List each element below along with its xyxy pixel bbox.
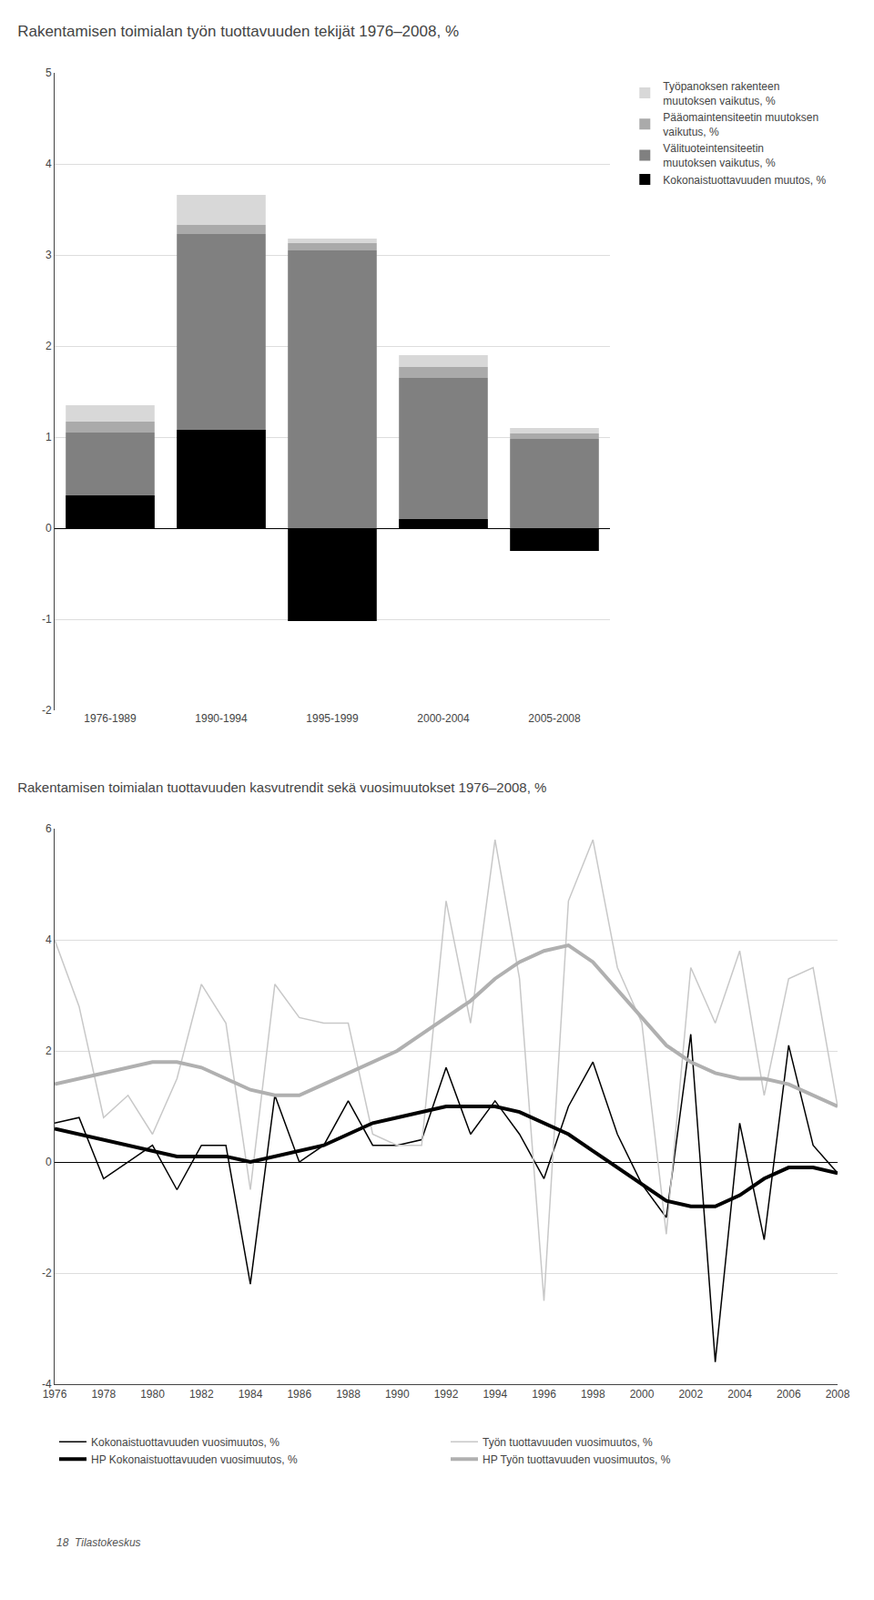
svg-text:Välituoteintensiteetinmuutokse: Välituoteintensiteetinmuutoksen vaikutus…	[662, 142, 776, 170]
svg-text:2: 2	[45, 339, 52, 353]
svg-text:1984: 1984	[238, 1387, 264, 1401]
svg-text:1992: 1992	[434, 1387, 459, 1401]
svg-text:HP Työn tuottavuuden vuosimuut: HP Työn tuottavuuden vuosimuutos, %	[482, 1453, 671, 1466]
svg-text:1980: 1980	[140, 1387, 165, 1401]
svg-text:2004: 2004	[727, 1387, 753, 1401]
svg-text:1982: 1982	[189, 1387, 214, 1401]
svg-text:1990: 1990	[385, 1387, 410, 1401]
svg-text:2006: 2006	[776, 1387, 802, 1401]
svg-text:2008: 2008	[825, 1387, 851, 1401]
svg-text:-2: -2	[41, 1266, 52, 1280]
svg-text:1998: 1998	[580, 1387, 606, 1401]
svg-text:Kokonaistuottavuuden muutos, %: Kokonaistuottavuuden muutos, %	[662, 173, 826, 187]
svg-text:6: 6	[45, 822, 52, 835]
svg-text:1990-1994: 1990-1994	[194, 711, 248, 725]
svg-text:18 Tilastokeskus: 18 Tilastokeskus	[56, 1535, 142, 1549]
svg-text:Työn tuottavuuden vuosimuutos,: Työn tuottavuuden vuosimuutos, %	[482, 1435, 653, 1449]
svg-text:2002: 2002	[678, 1387, 703, 1401]
svg-text:0: 0	[45, 1155, 52, 1169]
svg-text:5: 5	[45, 66, 52, 80]
svg-text:Kokonaistuottavuuden vuosimuut: Kokonaistuottavuuden vuosimuutos, %	[91, 1435, 280, 1449]
svg-text:4: 4	[45, 933, 52, 946]
svg-text:Rakentamisen toimialan tuottav: Rakentamisen toimialan tuottavuuden kasv…	[17, 779, 547, 795]
svg-text:1995-1999: 1995-1999	[305, 711, 359, 725]
svg-text:HP Kokonaistuottavuuden vuosim: HP Kokonaistuottavuuden vuosimuutos, %	[91, 1453, 298, 1466]
svg-text:-4: -4	[41, 1377, 52, 1391]
svg-text:2005-2008: 2005-2008	[528, 711, 581, 725]
svg-text:Pääomaintensiteetin muutoksenv: Pääomaintensiteetin muutoksenvaikutus, %	[662, 111, 819, 139]
svg-text:3: 3	[45, 248, 52, 262]
svg-text:1976: 1976	[42, 1387, 68, 1401]
svg-text:4: 4	[45, 157, 52, 171]
svg-text:Rakentamisen toimialan työn tu: Rakentamisen toimialan työn tuottavuuden…	[17, 22, 459, 41]
svg-text:1994: 1994	[482, 1387, 508, 1401]
svg-text:1986: 1986	[286, 1387, 312, 1401]
svg-text:-2: -2	[41, 703, 52, 717]
svg-text:2000: 2000	[630, 1387, 655, 1401]
svg-text:1: 1	[45, 430, 52, 444]
svg-text:-1: -1	[41, 612, 52, 626]
svg-text:1978: 1978	[91, 1387, 116, 1401]
svg-text:1988: 1988	[335, 1387, 361, 1401]
svg-text:1996: 1996	[531, 1387, 557, 1401]
svg-text:2: 2	[45, 1044, 52, 1057]
svg-text:2000-2004: 2000-2004	[416, 711, 470, 725]
svg-text:1976-1989: 1976-1989	[83, 711, 137, 725]
svg-text:Työpanoksen rakenteenmuutoksen: Työpanoksen rakenteenmuutoksen vaikutus,…	[662, 80, 780, 108]
svg-text:0: 0	[45, 521, 52, 535]
